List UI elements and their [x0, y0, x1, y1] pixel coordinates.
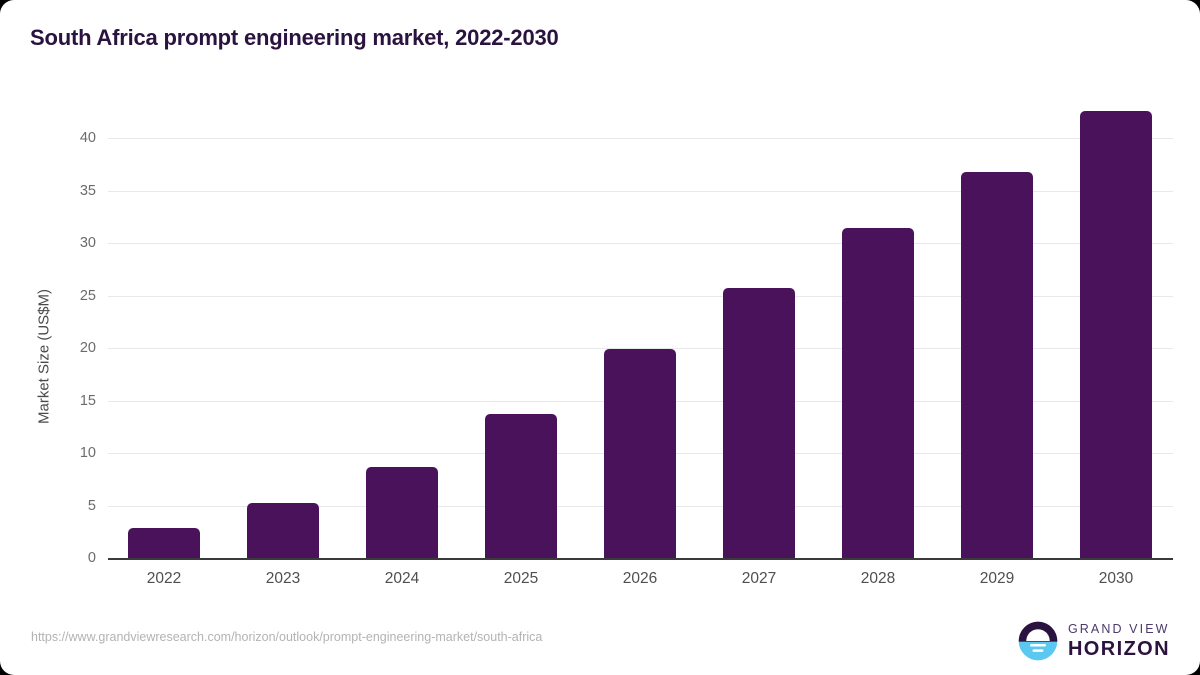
y-tick-label: 20: [79, 340, 96, 356]
x-tick-label: 2030: [1098, 570, 1134, 587]
bar[interactable]: [842, 228, 914, 558]
x-tick-label: 2024: [384, 570, 420, 587]
x-tick-label: 2027: [741, 570, 777, 587]
logo-wordmark: GRAND VIEW HORIZON: [1068, 623, 1170, 659]
y-tick-label: 10: [79, 445, 96, 461]
gridline: [108, 190, 1173, 192]
brand-logo[interactable]: GRAND VIEW HORIZON: [1017, 620, 1170, 662]
x-tick-label: 2028: [860, 570, 896, 587]
x-tick-label: 2029: [979, 570, 1015, 587]
x-tick-label: 2026: [622, 570, 658, 587]
source-url[interactable]: https://www.grandviewresearch.com/horizo…: [31, 630, 543, 644]
y-tick-label: 5: [87, 497, 96, 514]
gridline: [108, 243, 1173, 244]
page-title: South Africa prompt engineering market, …: [30, 25, 559, 50]
y-tick-label: 25: [79, 287, 96, 304]
gridline: [108, 295, 1173, 297]
bar[interactable]: [485, 414, 557, 558]
x-tick-label: 2023: [265, 570, 301, 587]
bar[interactable]: [1080, 110, 1152, 558]
gridline: [108, 138, 1173, 139]
y-tick-label: 40: [79, 130, 96, 146]
bar[interactable]: [723, 288, 795, 558]
bar[interactable]: [366, 466, 438, 558]
gridline: [108, 348, 1173, 349]
bar[interactable]: [604, 349, 676, 558]
bar[interactable]: [128, 527, 200, 558]
x-axis-baseline: [108, 558, 1173, 560]
x-tick-label: 2022: [146, 570, 182, 587]
y-tick-label: 15: [79, 392, 96, 409]
logo-line-1: GRAND VIEW: [1067, 622, 1170, 637]
y-tick-label: 35: [79, 182, 96, 199]
y-tick-label: 0: [87, 550, 96, 566]
bar[interactable]: [961, 171, 1033, 558]
x-tick-label: 2025: [503, 570, 539, 587]
bar[interactable]: [247, 503, 319, 558]
y-tick-label: 30: [79, 235, 96, 251]
logo-line-2: HORIZON: [1067, 637, 1170, 660]
horizon-sun-circle-icon: [1018, 621, 1058, 661]
